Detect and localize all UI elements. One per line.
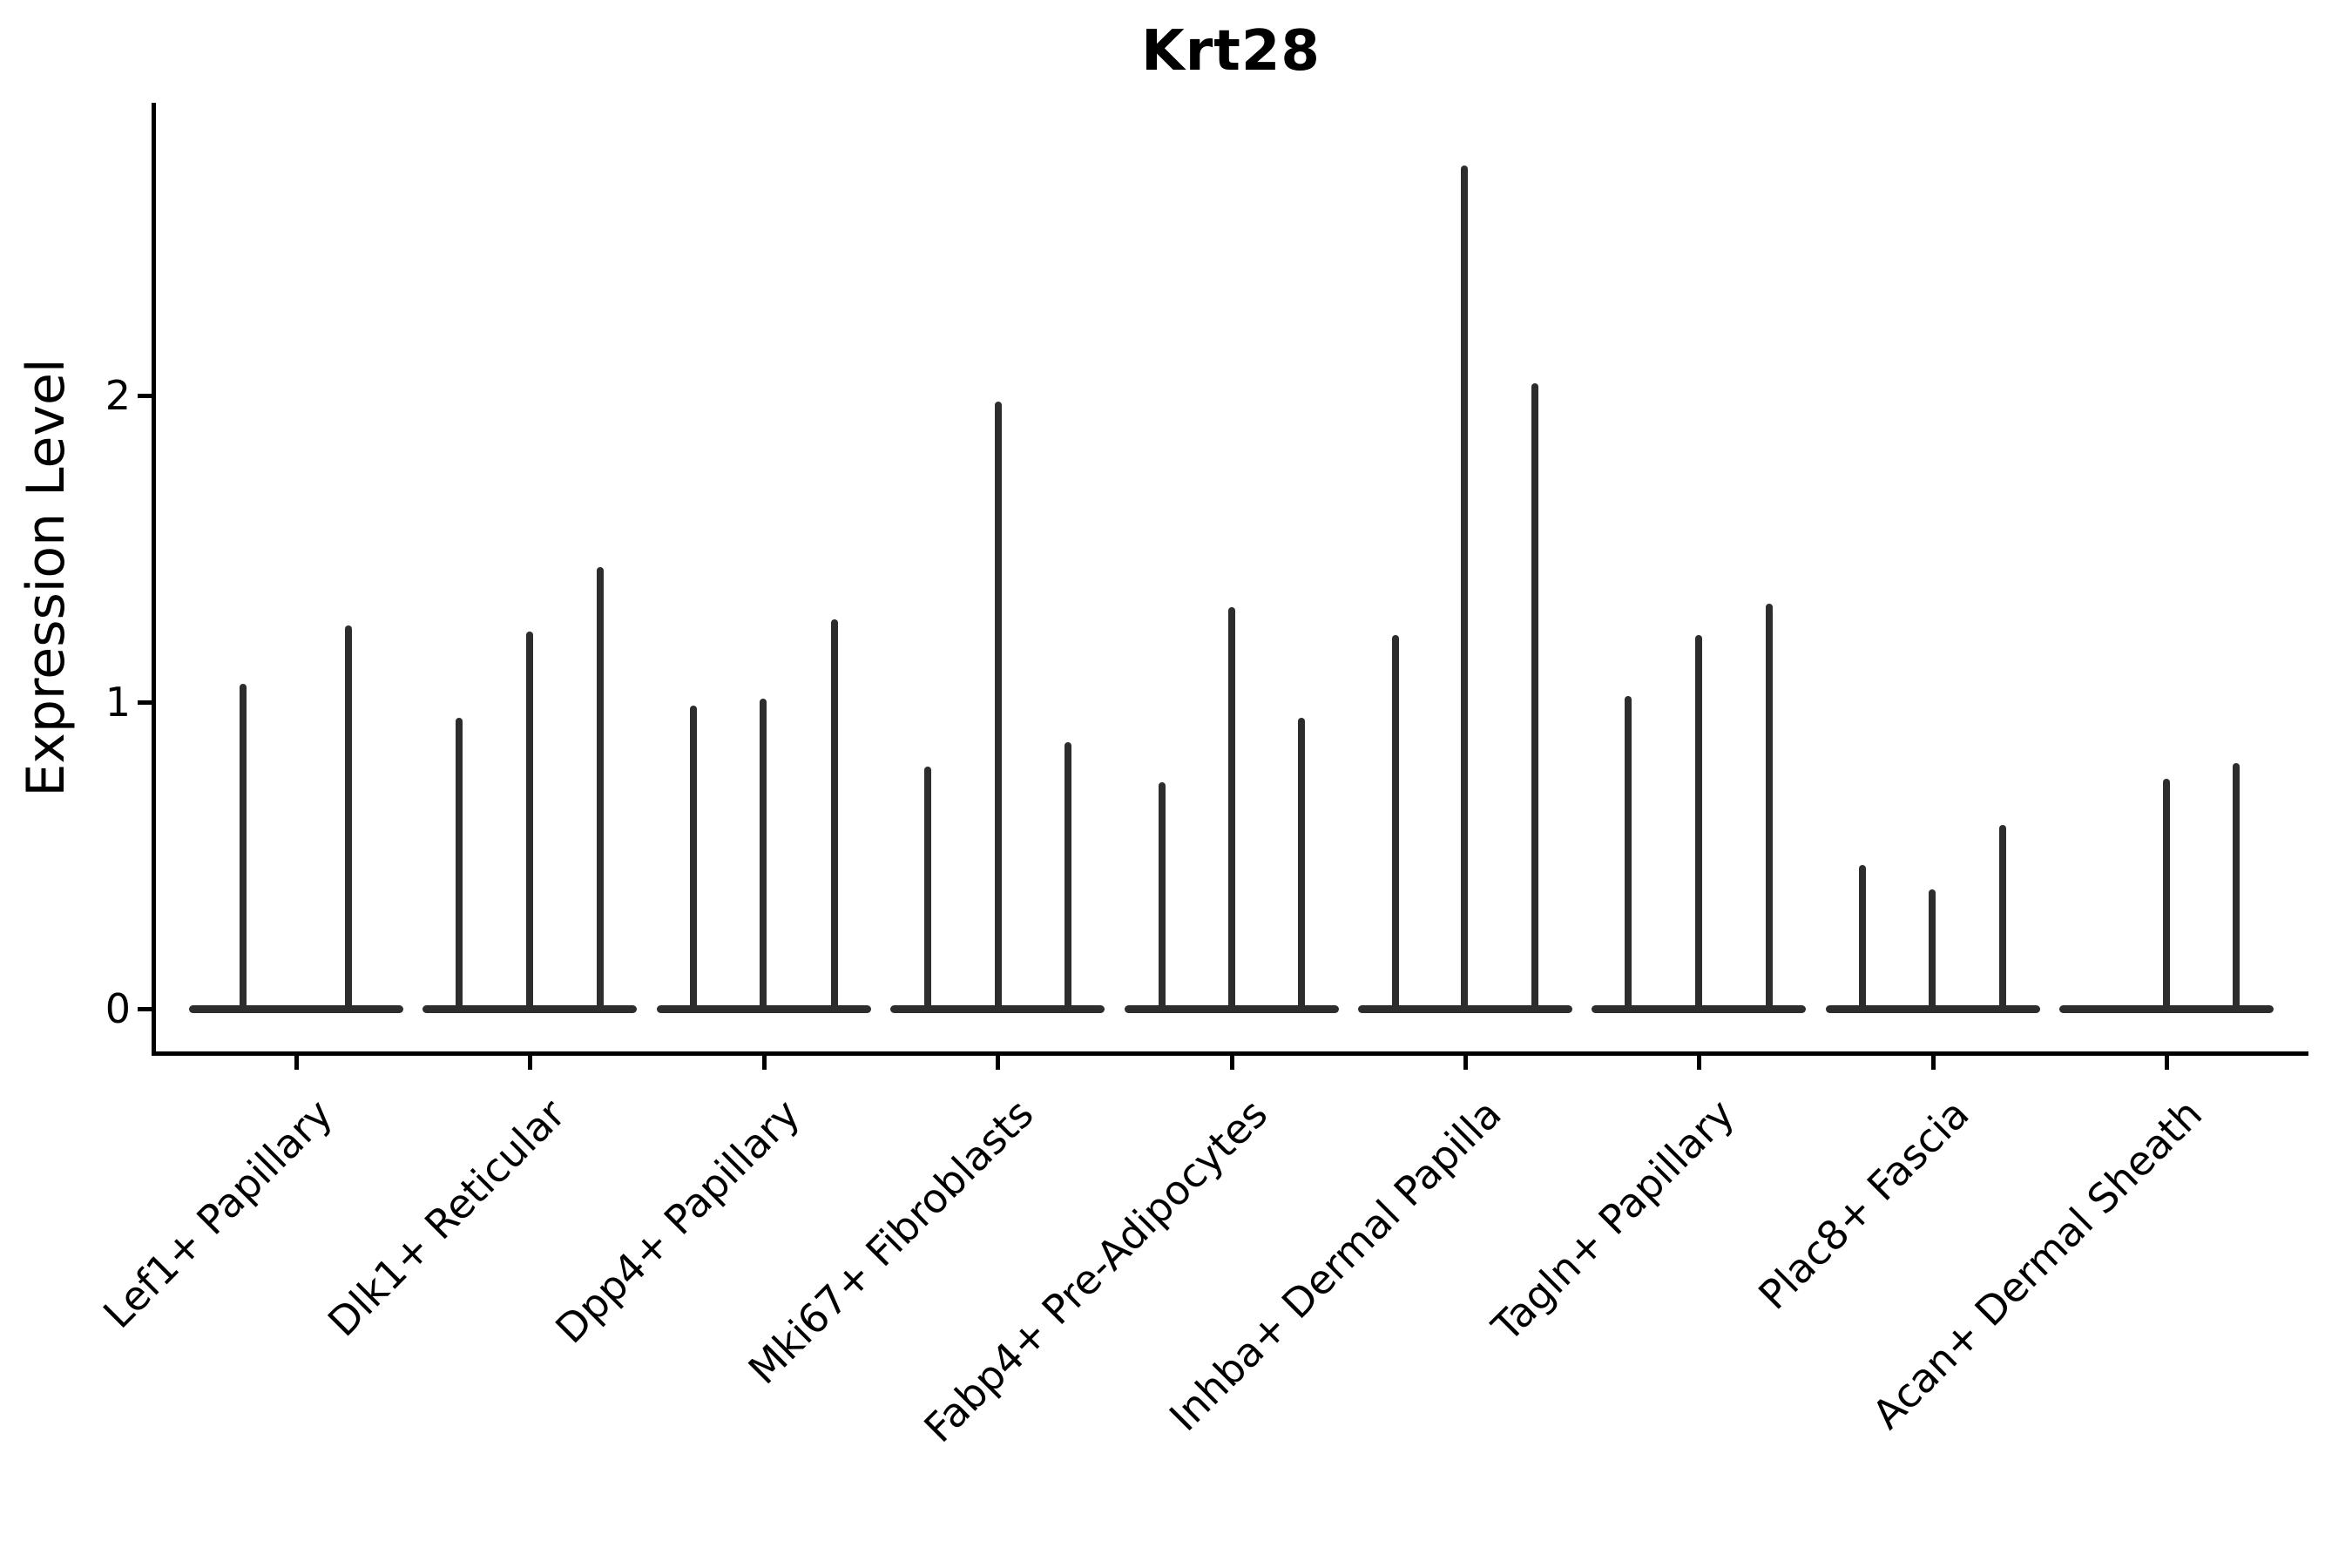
violin-spike — [2163, 779, 2170, 1012]
violin-spike — [1625, 696, 1632, 1012]
violin-spike — [240, 684, 247, 1012]
violin-spike — [345, 625, 352, 1012]
violin-spike — [1392, 635, 1399, 1012]
x-tick — [1463, 1056, 1468, 1070]
violin-spike — [2233, 763, 2240, 1012]
violin-spike — [1298, 718, 1305, 1012]
violin-spike — [690, 706, 697, 1012]
violin-spike — [456, 718, 463, 1012]
x-tick-label: Lef1+ Papillary — [93, 1090, 341, 1338]
x-tick-label: Plac8+ Fascia — [1749, 1090, 1978, 1319]
y-tick-label: 2 — [105, 372, 131, 419]
x-axis-line — [152, 1051, 2308, 1056]
violin-spike — [526, 632, 533, 1012]
x-tick — [1931, 1056, 1936, 1070]
violin-spike — [1859, 865, 1866, 1012]
x-tick — [1697, 1056, 1701, 1070]
x-tick — [996, 1056, 1000, 1070]
violin-spike — [597, 567, 604, 1012]
x-tick — [294, 1056, 299, 1070]
violin-spike — [1461, 166, 1468, 1012]
violin-spike — [1695, 635, 1702, 1012]
x-tick-label: Dpp4+ Papillary — [546, 1090, 809, 1353]
violin-spike — [1999, 825, 2006, 1012]
y-tick-label: 1 — [105, 679, 131, 726]
y-tick — [138, 700, 152, 705]
x-tick-label: Tagln+ Papillary — [1483, 1090, 1744, 1351]
x-tick — [528, 1056, 532, 1070]
violin-spike — [924, 767, 931, 1012]
x-tick — [1230, 1056, 1234, 1070]
violin-spike — [1531, 383, 1538, 1012]
violin-spike — [831, 619, 838, 1012]
violin-spike — [1159, 782, 1166, 1012]
violin-spike — [760, 699, 767, 1012]
y-axis-line — [152, 103, 156, 1056]
y-tick — [138, 1007, 152, 1011]
y-tick — [138, 394, 152, 398]
violin-spike — [995, 402, 1002, 1012]
violin-spike — [1929, 889, 1936, 1012]
chart-title: Krt28 — [1141, 19, 1321, 84]
x-tick-label: Dlk1+ Reticular — [319, 1090, 575, 1346]
x-tick — [2165, 1056, 2169, 1070]
violin-spike — [1064, 742, 1071, 1012]
violin-baseline — [189, 1005, 403, 1013]
violin-spike — [1766, 604, 1773, 1012]
y-tick-label: 0 — [105, 985, 131, 1032]
x-tick — [762, 1056, 767, 1070]
y-axis-label: Expression Level — [16, 358, 77, 797]
violin-spike — [1228, 607, 1235, 1012]
